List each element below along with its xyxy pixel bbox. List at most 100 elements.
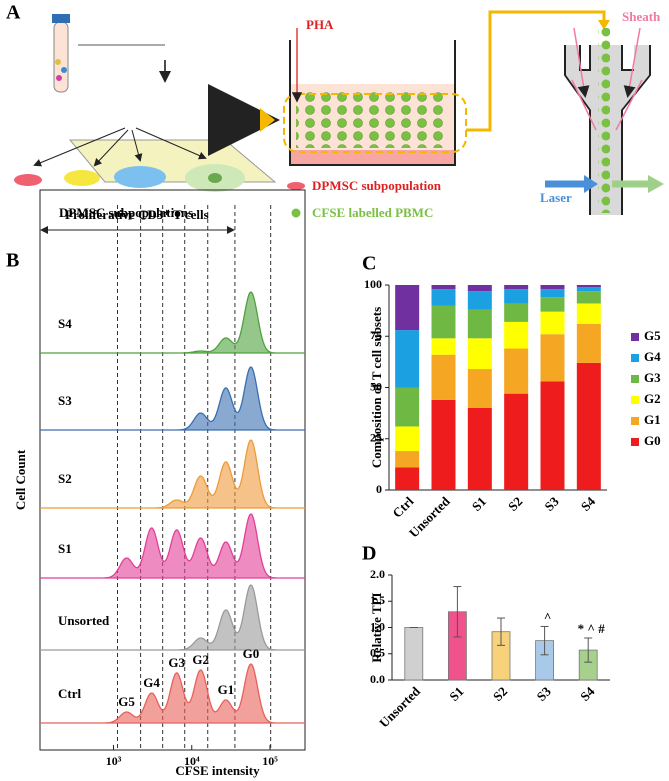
y-tick-label: 75 [370, 328, 382, 342]
bar-segment [467, 408, 492, 490]
x-tick-label: S2 [505, 494, 525, 514]
legend-label: G0 [644, 433, 661, 448]
generation-label: G4 [143, 675, 160, 690]
histogram [40, 513, 305, 579]
bar-segment [431, 354, 456, 400]
x-axis-label: CFSE intensity [175, 763, 260, 778]
bar-segment [540, 289, 565, 298]
panel-letter: C [362, 253, 376, 275]
panel-letter: A [6, 2, 21, 24]
y-tick-label: 25 [370, 431, 382, 445]
series-label: S3 [58, 393, 72, 408]
bar-segment [431, 305, 456, 339]
bar-segment [576, 287, 601, 292]
legend-label: G5 [644, 328, 661, 343]
bar-segment [467, 291, 492, 310]
bar [404, 627, 424, 681]
significance-label: * ^ # [578, 621, 606, 636]
legend-swatch [631, 417, 639, 425]
x-tick-label: Ctrl [389, 493, 416, 520]
bar-segment [576, 291, 601, 304]
y-tick-label: 2.0 [370, 567, 385, 581]
series-label: Unsorted [58, 613, 110, 628]
legend-swatch [631, 375, 639, 383]
bar-segment [431, 285, 456, 290]
generation-label: G1 [218, 682, 235, 697]
subpop-label: DPMSC subpopulations [59, 205, 193, 220]
y-tick-label: 1.0 [370, 619, 385, 633]
y-tick-label: 0.0 [370, 672, 385, 686]
legend-dpmsc: DPMSC subpopulation [312, 178, 442, 193]
series-label: Ctrl [58, 686, 81, 701]
bar-segment [467, 338, 492, 370]
significance-label: ^ [544, 609, 552, 624]
generation-label: G5 [118, 694, 135, 709]
x-tick-label: 10⁵ [262, 754, 278, 768]
legend-label: G1 [644, 412, 661, 427]
bar-segment [395, 285, 420, 331]
bar-segment [540, 285, 565, 290]
bar-segment [540, 311, 565, 335]
y-tick-label: 100 [364, 277, 382, 291]
x-tick-label: Unsorted [376, 683, 423, 730]
legend-swatch [631, 333, 639, 341]
x-tick-label: S3 [534, 683, 555, 704]
legend-label: G3 [644, 370, 661, 385]
bar-segment [395, 426, 420, 452]
x-tick-label: S1 [446, 684, 466, 704]
panel-a: A DPMSC subpopulations PHA DPMSC subpopu… [6, 2, 664, 220]
laser-label: Laser [540, 190, 572, 205]
tube-cap [52, 14, 70, 23]
series-label: S4 [58, 316, 72, 331]
tube [53, 21, 69, 93]
y-axis-label: Relative TPI [369, 592, 384, 662]
legend-cfse: CFSE labelled PBMC [312, 205, 433, 220]
x-tick-label: S4 [577, 683, 598, 704]
annotation: Proliferative CD3⁺ T cells [65, 207, 209, 222]
y-tick-label: 1.5 [370, 593, 385, 607]
y-axis-label: Cell Count [13, 449, 28, 510]
bar-segment [504, 303, 529, 322]
bar-segment [576, 285, 601, 288]
x-tick-label: S2 [490, 684, 510, 704]
bar-segment [504, 348, 529, 394]
legend-label: G2 [644, 391, 661, 406]
legend-swatch [631, 396, 639, 404]
bar-segment [431, 289, 456, 306]
bar-segment [431, 399, 456, 490]
generation-label: G0 [243, 646, 260, 661]
bar-segment [467, 285, 492, 292]
x-tick-label: 10⁴ [184, 754, 200, 768]
bar-segment [540, 297, 565, 312]
y-tick-label: 0 [376, 482, 382, 496]
bar-segment [431, 338, 456, 355]
histogram [40, 439, 305, 509]
x-tick-label: S1 [469, 494, 489, 514]
bar-segment [395, 451, 420, 468]
series-label: S1 [58, 541, 72, 556]
panel-letter: B [6, 250, 19, 272]
bar-segment [576, 303, 601, 324]
bar-segment [395, 330, 420, 388]
legend-label: G4 [644, 349, 661, 364]
bar-segment [504, 285, 529, 290]
histogram [40, 663, 305, 724]
bar-segment [467, 369, 492, 408]
y-tick-label: 50 [370, 379, 382, 393]
bar-segment [504, 321, 529, 349]
y-tick-label: 0.5 [370, 646, 385, 660]
pha-label: PHA [306, 17, 334, 32]
x-tick-label: 10³ [106, 754, 122, 768]
bar-segment [576, 362, 601, 490]
histogram [40, 291, 305, 354]
legend-swatch [631, 438, 639, 446]
bar-segment [504, 393, 529, 490]
panel-b-frame [39, 189, 306, 751]
bar-segment [540, 381, 565, 490]
bar-segment [467, 309, 492, 339]
x-tick-label: S3 [541, 493, 562, 514]
generation-label: G3 [168, 655, 185, 670]
sheath-label: Sheath [622, 9, 661, 24]
histogram [40, 366, 305, 431]
